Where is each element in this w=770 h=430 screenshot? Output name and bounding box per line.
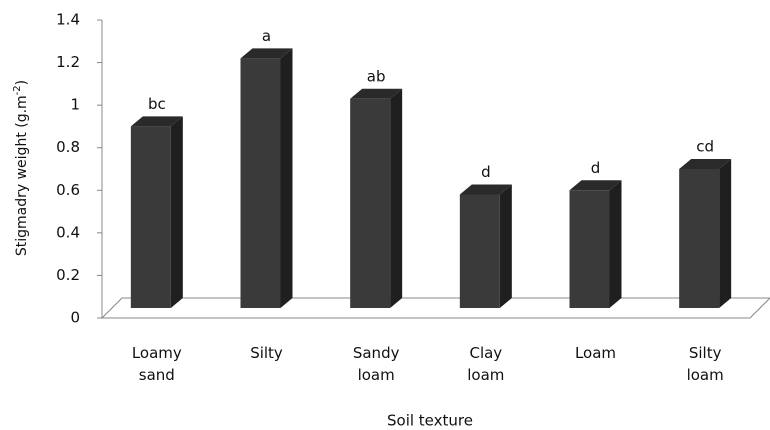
bar-face — [240, 48, 293, 59]
bar-face — [280, 48, 293, 309]
x-tick-label: Sandy loam — [352, 344, 400, 384]
x-tick-label: Silty loam — [686, 344, 724, 384]
x-tick-label: Loam — [574, 344, 617, 362]
bar-face — [719, 159, 732, 308]
bar-face — [459, 194, 500, 308]
bar-face — [569, 180, 622, 191]
y-axis-label-end: ) — [14, 80, 30, 85]
y-tick-label: 1.4 — [56, 11, 80, 29]
y-tick-label: 0.2 — [56, 266, 80, 284]
bar-face — [350, 98, 391, 308]
bar-face — [609, 180, 622, 308]
bar — [350, 88, 403, 308]
y-axis-label-text: Stigmadry weight (g.m — [14, 95, 30, 256]
y-axis-label: Stigmadry weight (g.m-2) — [12, 80, 30, 256]
bar-face — [130, 126, 171, 308]
group-letter: cd — [696, 138, 714, 156]
bar-face — [350, 88, 403, 99]
group-letter: a — [262, 27, 271, 45]
group-letter: ab — [367, 67, 386, 85]
bar — [679, 159, 732, 308]
bar — [569, 180, 622, 308]
bar-face — [459, 184, 512, 195]
group-letter: d — [481, 163, 491, 181]
x-tick-label: Silty — [250, 344, 283, 362]
bar-face — [679, 159, 732, 169]
group-letter: bc — [148, 95, 166, 113]
bar-face — [569, 190, 610, 308]
x-axis-label: Soil texture — [387, 412, 473, 430]
y-tick-label: 0.4 — [56, 223, 80, 241]
bar-face — [390, 88, 403, 308]
y-tick-label: 0 — [70, 309, 80, 327]
x-tick-label: Loamy sand — [131, 344, 182, 384]
y-tick-label: 0.6 — [56, 181, 80, 199]
x-tick-label: Clay loam — [467, 344, 505, 384]
group-letter: d — [591, 159, 601, 177]
bar-face — [170, 116, 183, 308]
bar-face — [240, 58, 281, 308]
floor — [101, 297, 770, 319]
bar — [130, 116, 183, 308]
bar-face — [679, 169, 720, 308]
y-tick-label: 0.8 — [56, 138, 80, 156]
y-tick-label: 1 — [70, 96, 80, 114]
y-axis-label-sup: -2 — [12, 85, 23, 95]
y-tick-label: 1.2 — [56, 53, 80, 71]
bar-face — [130, 116, 183, 127]
bar-face — [499, 184, 512, 308]
bar — [459, 184, 512, 308]
bar — [240, 48, 293, 309]
